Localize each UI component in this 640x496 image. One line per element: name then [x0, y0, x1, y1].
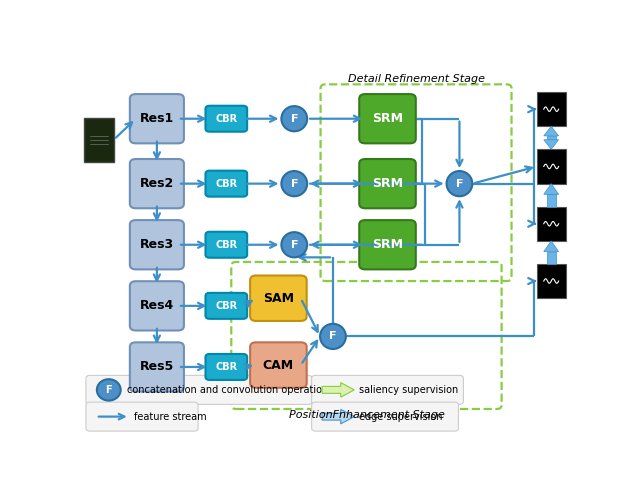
Text: F: F	[291, 179, 298, 188]
FancyBboxPatch shape	[359, 159, 416, 208]
Text: Res4: Res4	[140, 300, 174, 312]
FancyBboxPatch shape	[250, 342, 307, 388]
Polygon shape	[544, 140, 559, 149]
Text: Detail Refinement Stage: Detail Refinement Stage	[348, 74, 484, 84]
Text: SRM: SRM	[372, 112, 403, 125]
Polygon shape	[544, 241, 559, 251]
FancyBboxPatch shape	[250, 275, 307, 321]
Text: F: F	[291, 240, 298, 250]
FancyBboxPatch shape	[547, 136, 556, 140]
FancyBboxPatch shape	[205, 106, 247, 132]
Ellipse shape	[97, 379, 121, 401]
FancyBboxPatch shape	[547, 251, 556, 264]
FancyBboxPatch shape	[359, 94, 416, 143]
Text: CBR: CBR	[215, 179, 237, 188]
FancyBboxPatch shape	[130, 220, 184, 269]
Text: CBR: CBR	[215, 362, 237, 372]
Text: CBR: CBR	[215, 240, 237, 250]
Text: CAM: CAM	[263, 359, 294, 372]
Text: SRM: SRM	[372, 238, 403, 251]
FancyBboxPatch shape	[130, 281, 184, 330]
Text: Res5: Res5	[140, 361, 174, 373]
Text: CBR: CBR	[215, 114, 237, 124]
FancyBboxPatch shape	[537, 92, 566, 126]
Ellipse shape	[320, 324, 346, 349]
FancyBboxPatch shape	[205, 354, 247, 380]
FancyBboxPatch shape	[312, 375, 463, 404]
Ellipse shape	[282, 106, 307, 131]
Text: Res1: Res1	[140, 112, 174, 125]
FancyBboxPatch shape	[130, 342, 184, 392]
Text: concatenation and convolution operations: concatenation and convolution operations	[127, 385, 333, 395]
FancyBboxPatch shape	[86, 402, 198, 431]
FancyBboxPatch shape	[359, 220, 416, 269]
Text: F: F	[291, 114, 298, 124]
FancyBboxPatch shape	[205, 171, 247, 196]
FancyBboxPatch shape	[130, 159, 184, 208]
FancyBboxPatch shape	[86, 375, 312, 404]
FancyBboxPatch shape	[537, 206, 566, 241]
Polygon shape	[322, 409, 355, 424]
Text: SRM: SRM	[372, 177, 403, 190]
FancyBboxPatch shape	[312, 402, 458, 431]
Text: edge supervision: edge supervision	[359, 412, 442, 422]
FancyBboxPatch shape	[537, 264, 566, 298]
Text: saliency supervision: saliency supervision	[359, 385, 458, 395]
FancyBboxPatch shape	[84, 118, 114, 162]
FancyBboxPatch shape	[537, 149, 566, 184]
Polygon shape	[544, 184, 559, 194]
Text: SAM: SAM	[263, 292, 294, 305]
Polygon shape	[544, 126, 559, 136]
Polygon shape	[322, 382, 355, 397]
Text: CBR: CBR	[215, 301, 237, 311]
Text: feature stream: feature stream	[134, 412, 206, 422]
Text: Res3: Res3	[140, 238, 174, 251]
Text: F: F	[329, 331, 337, 341]
Ellipse shape	[282, 232, 307, 257]
Text: PositionFnhancement Stage: PositionFnhancement Stage	[289, 410, 444, 420]
FancyBboxPatch shape	[205, 293, 247, 319]
Ellipse shape	[447, 171, 472, 196]
Text: F: F	[106, 385, 112, 395]
FancyBboxPatch shape	[130, 94, 184, 143]
Text: F: F	[456, 179, 463, 188]
Text: Res2: Res2	[140, 177, 174, 190]
FancyBboxPatch shape	[205, 232, 247, 258]
Ellipse shape	[282, 171, 307, 196]
FancyBboxPatch shape	[547, 194, 556, 206]
